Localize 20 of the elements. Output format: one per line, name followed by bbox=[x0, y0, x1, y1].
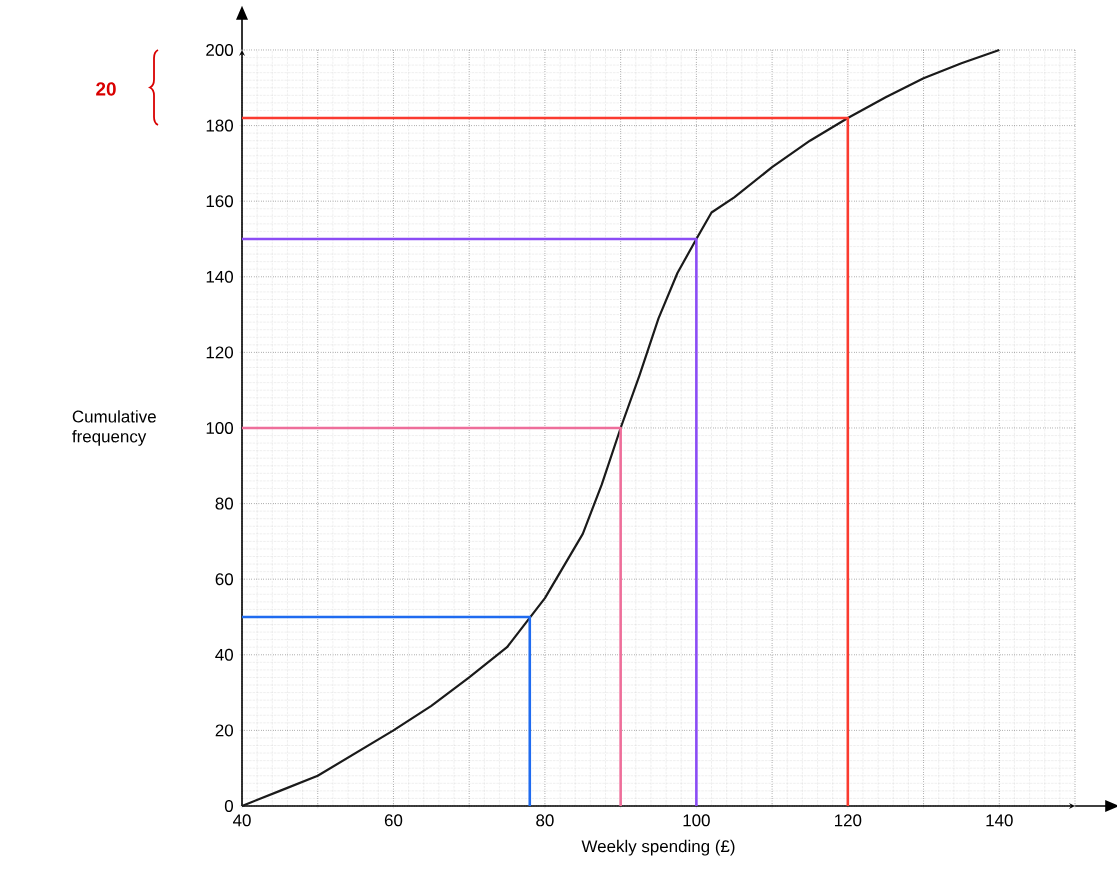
y-tick-label: 40 bbox=[215, 648, 234, 661]
y-tick-label: 20 bbox=[215, 724, 234, 737]
x-tick-label: 120 bbox=[835, 814, 862, 827]
y-tick-label: 160 bbox=[206, 195, 234, 208]
x-tick-label: 100 bbox=[683, 814, 710, 827]
y-tick-label: 120 bbox=[206, 346, 234, 359]
y-tick-label: 180 bbox=[206, 119, 234, 132]
y-tick-label: 100 bbox=[206, 421, 234, 434]
y-tick-label: 200 bbox=[206, 43, 234, 56]
y-tick-label: 0 bbox=[224, 799, 234, 812]
x-tick-label: 140 bbox=[986, 814, 1013, 827]
x-tick-label: 60 bbox=[384, 814, 403, 827]
x-tick-label: 40 bbox=[232, 814, 251, 827]
y-axis-title: Cumulative frequency bbox=[72, 410, 156, 446]
y-tick-label: 80 bbox=[215, 497, 234, 510]
text: 20 bbox=[96, 82, 116, 96]
y-tick-label: 140 bbox=[206, 270, 234, 283]
x-tick-label: 80 bbox=[536, 814, 554, 827]
y-tick-label: 60 bbox=[215, 573, 234, 586]
x-axis-title: Weekly spending (£) bbox=[581, 839, 735, 856]
